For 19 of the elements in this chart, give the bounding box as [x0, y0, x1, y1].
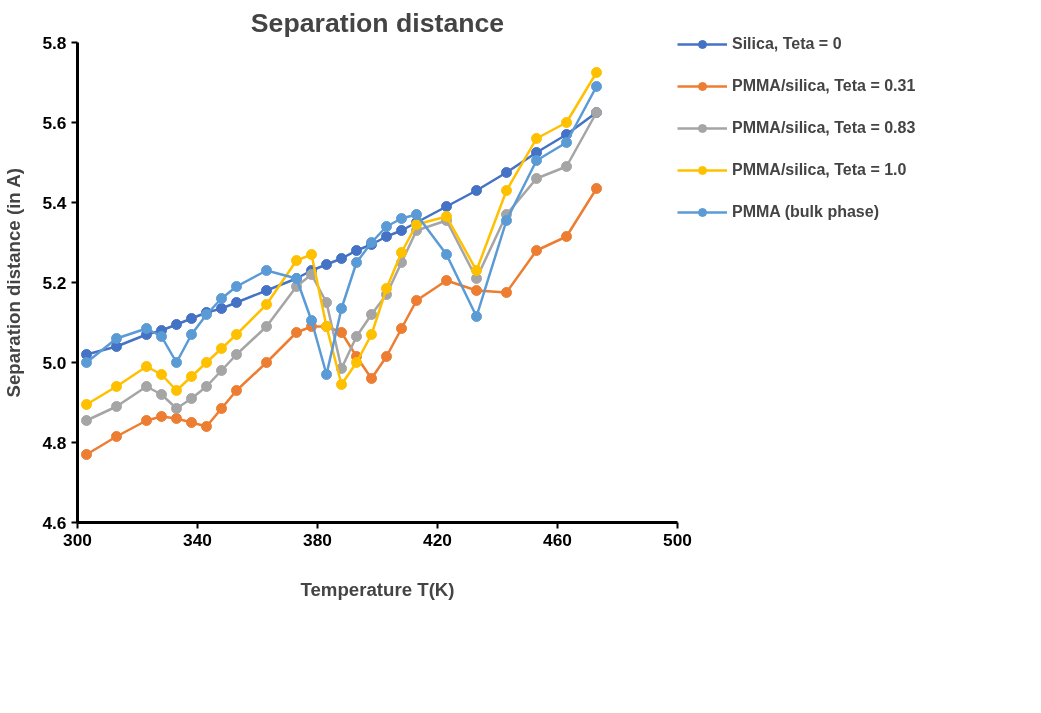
x-tick-label: 420: [423, 529, 452, 550]
y-tick-label: 5.6: [42, 112, 67, 133]
x-tick-label: 380: [303, 529, 332, 550]
y-tick-label: 5.0: [42, 352, 67, 373]
legend-label: PMMA/silica, Teta = 0.83: [732, 119, 916, 137]
legend-label: PMMA (bulk phase): [732, 203, 879, 221]
y-axis-title: Separation distance (in A): [3, 168, 25, 398]
x-tick-label: 500: [663, 529, 692, 550]
chart-title: Separation distance: [250, 7, 505, 38]
x-axis-title: Temperature T(K): [300, 578, 455, 600]
y-tick-label: 4.8: [42, 432, 67, 453]
y-tick-label: 5.4: [42, 192, 67, 213]
x-tick-label: 460: [543, 529, 572, 550]
legend-label: PMMA/silica, Teta = 1.0: [732, 161, 907, 179]
y-tick-label: 5.2: [42, 272, 67, 293]
legend-label: Silica, Teta = 0: [732, 35, 842, 53]
legend-label: PMMA/silica, Teta = 0.31: [732, 77, 916, 95]
y-tick-label: 5.8: [42, 32, 67, 53]
x-tick-label: 340: [183, 529, 212, 550]
